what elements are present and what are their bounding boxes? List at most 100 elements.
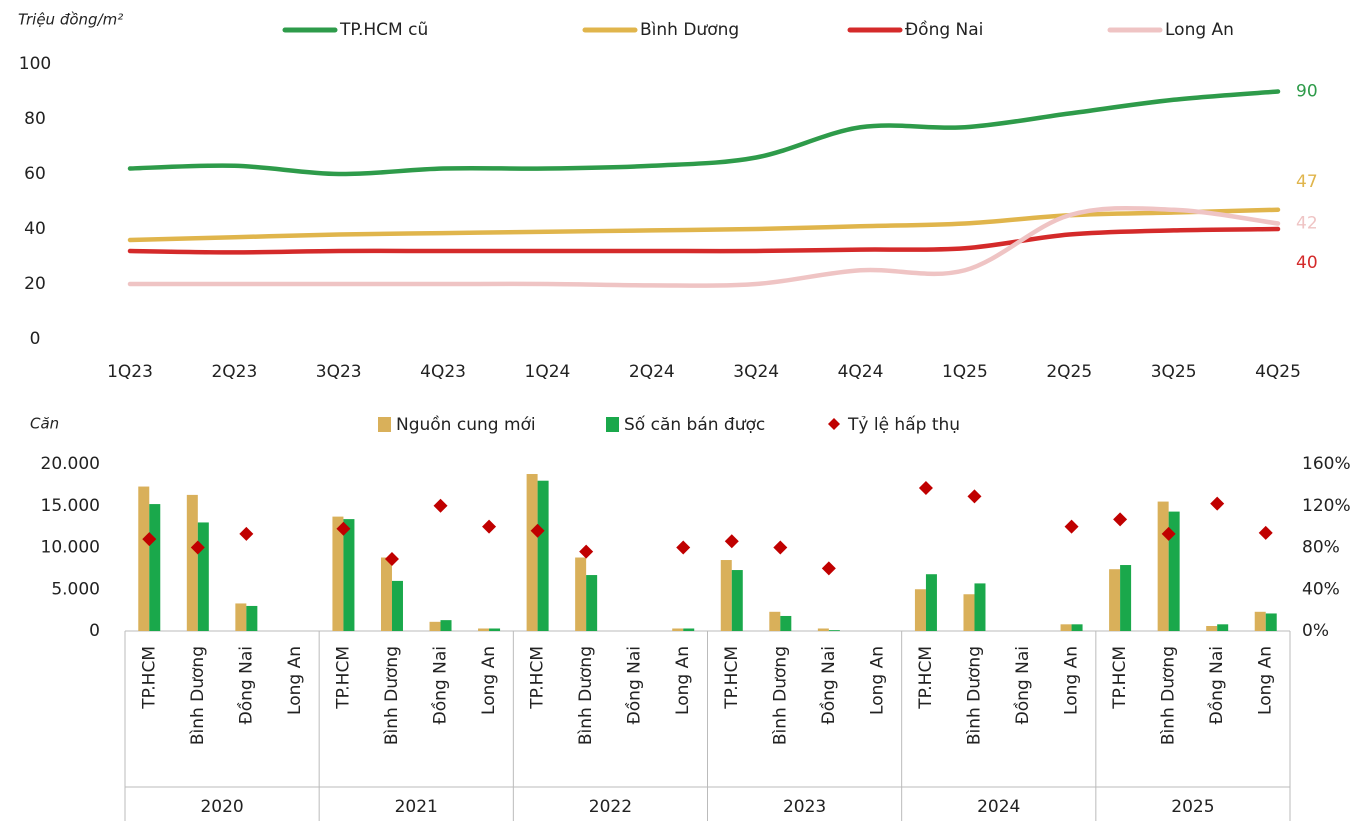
marker	[1210, 496, 1225, 511]
bar	[1157, 501, 1169, 631]
y2-tick-label: 0%	[1302, 621, 1329, 641]
y-tick-label: 0	[89, 621, 100, 641]
data-label: 47	[1296, 172, 1318, 192]
bar	[963, 594, 975, 631]
bar	[683, 628, 695, 631]
legend-label: Nguồn cung mới	[396, 414, 536, 435]
y-tick-label: 0	[30, 329, 41, 349]
bar	[720, 560, 732, 631]
bar	[914, 589, 926, 631]
marker	[142, 532, 157, 547]
y2-tick-label: 80%	[1302, 538, 1340, 558]
marker	[1161, 526, 1176, 541]
x-tick-label: 2Q23	[211, 362, 257, 382]
group-label: 2022	[589, 797, 632, 817]
x-tick-label: 4Q23	[420, 362, 466, 382]
group-label: 2020	[200, 797, 243, 817]
x-tick-label: Bình Dương	[382, 646, 402, 745]
y2-tick-label: 120%	[1302, 496, 1351, 516]
y2-tick-label: 160%	[1302, 454, 1351, 474]
x-tick-label: Long An	[1062, 646, 1082, 715]
x-tick-label: Đồng Nai	[430, 646, 451, 724]
x-tick-label: TP.HCM	[916, 646, 936, 710]
marker	[239, 526, 254, 541]
bar	[429, 621, 441, 631]
y-tick-label: 10.000	[41, 538, 100, 558]
legend-label: Số căn bán được	[624, 414, 765, 435]
marker	[190, 540, 205, 555]
line	[127, 207, 1281, 243]
bar	[149, 504, 161, 631]
bar	[526, 474, 538, 631]
bar	[235, 603, 247, 631]
bar	[925, 574, 937, 631]
legend-swatch	[378, 417, 391, 432]
x-tick-label: TP.HCM	[1110, 646, 1130, 710]
x-tick-label: 3Q24	[733, 362, 779, 382]
x-tick-label: 1Q25	[942, 362, 988, 382]
x-tick-label: Long An	[285, 646, 305, 715]
y-tick-label: 20.000	[41, 454, 100, 474]
bar	[332, 516, 344, 631]
y-axis-label: Triệu đồng/m²	[18, 11, 123, 29]
bar	[769, 611, 781, 631]
legend-label: Bình Dương	[640, 20, 739, 40]
x-tick-label: 1Q24	[525, 362, 571, 382]
y-tick-label: 80	[24, 109, 46, 129]
marker	[530, 523, 545, 538]
bar	[343, 519, 355, 631]
y-tick-label: 5.000	[51, 579, 100, 599]
bar	[1060, 624, 1072, 631]
x-tick-label: Long An	[1256, 646, 1276, 715]
y-tick-label: 60	[24, 164, 46, 184]
bar	[1071, 624, 1083, 631]
marker	[1113, 512, 1128, 527]
x-tick-label: 1Q23	[107, 362, 153, 382]
bar	[817, 628, 829, 631]
group-label: 2024	[977, 797, 1020, 817]
bar	[380, 557, 392, 631]
y-axis-label: Căn	[30, 415, 59, 433]
bar	[1109, 569, 1121, 631]
group-label: 2021	[395, 797, 438, 817]
x-tick-label: TP.HCM	[139, 646, 159, 710]
x-tick-label: TP.HCM	[333, 646, 353, 710]
bar	[197, 522, 209, 631]
bar	[1120, 565, 1132, 631]
bar	[537, 480, 549, 631]
y-tick-label: 100	[19, 54, 51, 74]
bar	[780, 615, 792, 631]
marker	[1258, 525, 1273, 540]
bar	[391, 580, 403, 631]
bar	[974, 583, 986, 631]
line	[127, 205, 1281, 288]
x-tick-label: Long An	[479, 646, 499, 715]
legend-label: TP.HCM cũ	[339, 20, 428, 40]
marker	[918, 481, 933, 496]
x-tick-label: Đồng Nai	[235, 646, 256, 724]
x-tick-label: Bình Dương	[964, 646, 984, 745]
legend-swatch	[828, 418, 840, 430]
y2-tick-label: 40%	[1302, 579, 1340, 599]
marker	[724, 534, 739, 549]
marker	[336, 521, 351, 536]
data-label: 42	[1296, 214, 1318, 234]
marker	[773, 540, 788, 555]
bar	[138, 486, 150, 631]
data-label: 40	[1296, 253, 1318, 273]
x-tick-label: 2Q24	[629, 362, 675, 382]
marker	[579, 544, 594, 559]
bar	[672, 628, 684, 631]
x-tick-label: Bình Dương	[188, 646, 208, 745]
x-tick-label: Đồng Nai	[1206, 646, 1227, 724]
legend-label: Tỷ lệ hấp thụ	[847, 414, 960, 435]
y-tick-label: 40	[24, 219, 46, 239]
line	[127, 89, 1281, 177]
x-tick-label: Long An	[673, 646, 693, 715]
legend-label: Long An	[1165, 20, 1234, 40]
bar	[575, 557, 587, 631]
y-tick-label: 20	[24, 274, 46, 294]
bar	[1217, 624, 1229, 631]
bar	[1254, 611, 1266, 631]
